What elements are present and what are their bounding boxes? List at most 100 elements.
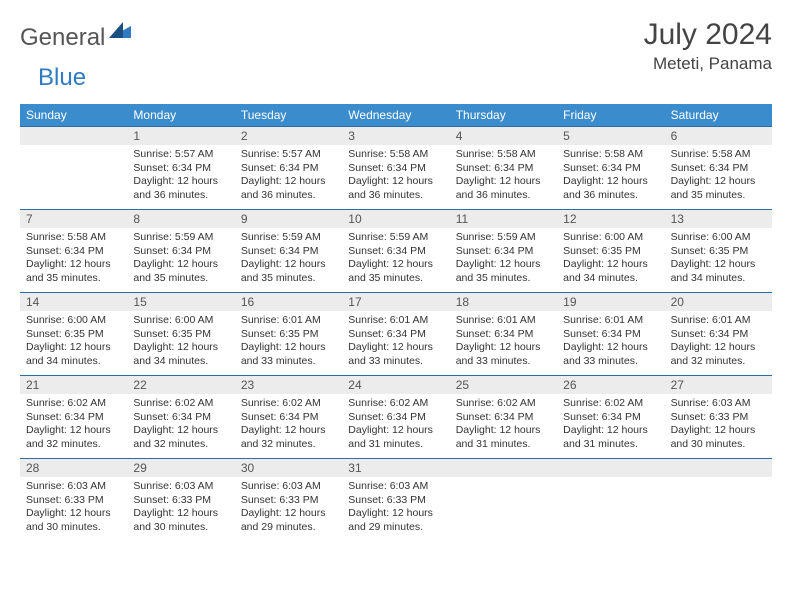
daylight-line2: and 35 minutes. xyxy=(26,272,121,286)
day-body: Sunrise: 6:02 AMSunset: 6:34 PMDaylight:… xyxy=(450,394,557,456)
day-cell: 13Sunrise: 6:00 AMSunset: 6:35 PMDayligh… xyxy=(665,210,772,292)
sunrise-text: Sunrise: 6:01 AM xyxy=(456,314,551,328)
sunset-text: Sunset: 6:34 PM xyxy=(133,162,228,176)
sunset-text: Sunset: 6:34 PM xyxy=(456,162,551,176)
daylight-line2: and 30 minutes. xyxy=(26,521,121,535)
day-body: Sunrise: 6:02 AMSunset: 6:34 PMDaylight:… xyxy=(557,394,664,456)
sunset-text: Sunset: 6:35 PM xyxy=(241,328,336,342)
sunrise-text: Sunrise: 5:58 AM xyxy=(348,148,443,162)
sunset-text: Sunset: 6:33 PM xyxy=(348,494,443,508)
daylight-line2: and 36 minutes. xyxy=(563,189,658,203)
sunrise-text: Sunrise: 6:03 AM xyxy=(671,397,766,411)
sunset-text: Sunset: 6:34 PM xyxy=(348,328,443,342)
weeks-container: .1Sunrise: 5:57 AMSunset: 6:34 PMDayligh… xyxy=(20,126,772,541)
sunrise-text: Sunrise: 6:02 AM xyxy=(456,397,551,411)
day-number: 28 xyxy=(20,459,127,477)
calendar: Sunday Monday Tuesday Wednesday Thursday… xyxy=(20,104,772,541)
day-cell: 30Sunrise: 6:03 AMSunset: 6:33 PMDayligh… xyxy=(235,459,342,541)
day-cell: 14Sunrise: 6:00 AMSunset: 6:35 PMDayligh… xyxy=(20,293,127,375)
daylight-line1: Daylight: 12 hours xyxy=(456,424,551,438)
daylight-line1: Daylight: 12 hours xyxy=(133,341,228,355)
day-cell: 31Sunrise: 6:03 AMSunset: 6:33 PMDayligh… xyxy=(342,459,449,541)
daylight-line1: Daylight: 12 hours xyxy=(671,175,766,189)
day-cell: 22Sunrise: 6:02 AMSunset: 6:34 PMDayligh… xyxy=(127,376,234,458)
sunrise-text: Sunrise: 6:01 AM xyxy=(671,314,766,328)
daylight-line1: Daylight: 12 hours xyxy=(26,341,121,355)
sunset-text: Sunset: 6:33 PM xyxy=(26,494,121,508)
sunset-text: Sunset: 6:35 PM xyxy=(26,328,121,342)
daylight-line2: and 34 minutes. xyxy=(133,355,228,369)
sunrise-text: Sunrise: 6:02 AM xyxy=(133,397,228,411)
day-body: Sunrise: 5:58 AMSunset: 6:34 PMDaylight:… xyxy=(557,145,664,207)
day-body: Sunrise: 5:58 AMSunset: 6:34 PMDaylight:… xyxy=(20,228,127,290)
daylight-line1: Daylight: 12 hours xyxy=(671,424,766,438)
day-body: Sunrise: 5:58 AMSunset: 6:34 PMDaylight:… xyxy=(342,145,449,207)
day-cell: 4Sunrise: 5:58 AMSunset: 6:34 PMDaylight… xyxy=(450,127,557,209)
day-cell: 5Sunrise: 5:58 AMSunset: 6:34 PMDaylight… xyxy=(557,127,664,209)
daylight-line1: Daylight: 12 hours xyxy=(26,258,121,272)
day-number: 17 xyxy=(342,293,449,311)
sunrise-text: Sunrise: 5:59 AM xyxy=(133,231,228,245)
sunset-text: Sunset: 6:34 PM xyxy=(563,328,658,342)
daylight-line1: Daylight: 12 hours xyxy=(348,507,443,521)
brand-text-general: General xyxy=(20,24,105,52)
daylight-line2: and 31 minutes. xyxy=(563,438,658,452)
day-number: 25 xyxy=(450,376,557,394)
sunrise-text: Sunrise: 6:02 AM xyxy=(348,397,443,411)
day-cell: 19Sunrise: 6:01 AMSunset: 6:34 PMDayligh… xyxy=(557,293,664,375)
daylight-line2: and 31 minutes. xyxy=(456,438,551,452)
day-cell: . xyxy=(20,127,127,209)
daylight-line1: Daylight: 12 hours xyxy=(241,507,336,521)
day-body: Sunrise: 6:03 AMSunset: 6:33 PMDaylight:… xyxy=(20,477,127,539)
sunrise-text: Sunrise: 5:59 AM xyxy=(241,231,336,245)
daylight-line1: Daylight: 12 hours xyxy=(26,424,121,438)
daylight-line1: Daylight: 12 hours xyxy=(563,424,658,438)
sunrise-text: Sunrise: 6:03 AM xyxy=(241,480,336,494)
sunset-text: Sunset: 6:35 PM xyxy=(133,328,228,342)
location-label: Meteti, Panama xyxy=(644,54,772,74)
daylight-line2: and 29 minutes. xyxy=(241,521,336,535)
sunset-text: Sunset: 6:34 PM xyxy=(348,245,443,259)
sunrise-text: Sunrise: 6:01 AM xyxy=(348,314,443,328)
dow-friday: Friday xyxy=(557,104,664,126)
daylight-line2: and 30 minutes. xyxy=(133,521,228,535)
day-number: . xyxy=(557,459,664,477)
day-body: Sunrise: 6:02 AMSunset: 6:34 PMDaylight:… xyxy=(235,394,342,456)
sunrise-text: Sunrise: 6:03 AM xyxy=(26,480,121,494)
day-body: Sunrise: 6:01 AMSunset: 6:34 PMDaylight:… xyxy=(450,311,557,373)
daylight-line2: and 34 minutes. xyxy=(563,272,658,286)
dow-monday: Monday xyxy=(127,104,234,126)
day-number: 4 xyxy=(450,127,557,145)
daylight-line1: Daylight: 12 hours xyxy=(241,258,336,272)
sunset-text: Sunset: 6:33 PM xyxy=(241,494,336,508)
daylight-line1: Daylight: 12 hours xyxy=(133,507,228,521)
day-body: Sunrise: 5:58 AMSunset: 6:34 PMDaylight:… xyxy=(665,145,772,207)
daylight-line1: Daylight: 12 hours xyxy=(26,507,121,521)
day-body: Sunrise: 6:00 AMSunset: 6:35 PMDaylight:… xyxy=(127,311,234,373)
day-number: 7 xyxy=(20,210,127,228)
daylight-line2: and 33 minutes. xyxy=(456,355,551,369)
week-row: 21Sunrise: 6:02 AMSunset: 6:34 PMDayligh… xyxy=(20,375,772,458)
day-cell: 8Sunrise: 5:59 AMSunset: 6:34 PMDaylight… xyxy=(127,210,234,292)
day-cell: 15Sunrise: 6:00 AMSunset: 6:35 PMDayligh… xyxy=(127,293,234,375)
sunrise-text: Sunrise: 6:00 AM xyxy=(133,314,228,328)
daylight-line1: Daylight: 12 hours xyxy=(671,341,766,355)
dow-tuesday: Tuesday xyxy=(235,104,342,126)
day-number: 13 xyxy=(665,210,772,228)
day-cell: 6Sunrise: 5:58 AMSunset: 6:34 PMDaylight… xyxy=(665,127,772,209)
day-number: 2 xyxy=(235,127,342,145)
daylight-line2: and 32 minutes. xyxy=(241,438,336,452)
day-body: Sunrise: 6:03 AMSunset: 6:33 PMDaylight:… xyxy=(665,394,772,456)
day-cell: 1Sunrise: 5:57 AMSunset: 6:34 PMDaylight… xyxy=(127,127,234,209)
brand-mark-icon xyxy=(109,22,131,43)
sunset-text: Sunset: 6:34 PM xyxy=(456,411,551,425)
sunrise-text: Sunrise: 6:00 AM xyxy=(26,314,121,328)
sunset-text: Sunset: 6:34 PM xyxy=(456,245,551,259)
week-row: 28Sunrise: 6:03 AMSunset: 6:33 PMDayligh… xyxy=(20,458,772,541)
day-cell: 18Sunrise: 6:01 AMSunset: 6:34 PMDayligh… xyxy=(450,293,557,375)
sunset-text: Sunset: 6:34 PM xyxy=(241,162,336,176)
daylight-line2: and 29 minutes. xyxy=(348,521,443,535)
sunset-text: Sunset: 6:35 PM xyxy=(671,245,766,259)
brand-text-blue: Blue xyxy=(38,64,86,92)
sunset-text: Sunset: 6:34 PM xyxy=(671,328,766,342)
